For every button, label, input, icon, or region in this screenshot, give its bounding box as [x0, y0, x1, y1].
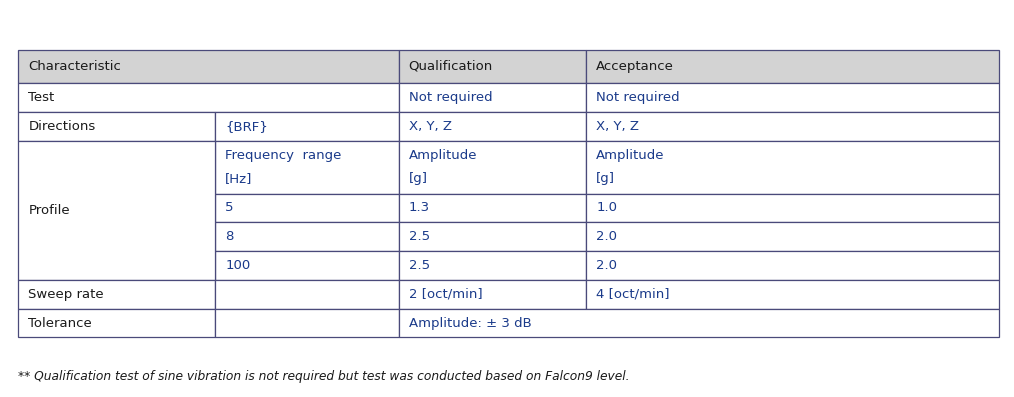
Text: 100: 100: [225, 259, 250, 272]
Text: 4 [oct/min]: 4 [oct/min]: [596, 288, 669, 301]
Bar: [399, 251, 586, 280]
Bar: [18, 280, 215, 309]
Text: 2.0: 2.0: [596, 230, 618, 243]
Text: Not required: Not required: [409, 91, 492, 104]
Text: ** Qualification test of sine vibration is not required but test was conducted b: ** Qualification test of sine vibration …: [18, 370, 630, 383]
Bar: [18, 83, 399, 112]
Bar: [215, 141, 399, 194]
Bar: [215, 280, 399, 309]
Bar: [586, 222, 999, 251]
Text: Characteristic: Characteristic: [28, 60, 122, 73]
Bar: [18, 112, 215, 141]
Bar: [18, 309, 215, 337]
Text: X, Y, Z: X, Y, Z: [409, 120, 451, 133]
Text: Qualification: Qualification: [409, 60, 493, 73]
Bar: [586, 280, 999, 309]
Bar: [586, 50, 999, 83]
Text: Amplitude: Amplitude: [596, 149, 665, 162]
Text: 2.0: 2.0: [596, 259, 618, 272]
Bar: [399, 83, 586, 112]
Bar: [586, 112, 999, 141]
Bar: [215, 222, 399, 251]
Bar: [215, 251, 399, 280]
Bar: [399, 280, 586, 309]
Bar: [586, 194, 999, 222]
Text: 8: 8: [225, 230, 233, 243]
Bar: [215, 309, 399, 337]
Text: Tolerance: Tolerance: [28, 316, 92, 330]
Text: 1.3: 1.3: [409, 201, 430, 214]
Text: [Hz]: [Hz]: [225, 172, 252, 185]
Text: Not required: Not required: [596, 91, 679, 104]
Bar: [399, 141, 586, 194]
Bar: [399, 112, 586, 141]
Bar: [399, 222, 586, 251]
Bar: [399, 309, 999, 337]
Text: Directions: Directions: [28, 120, 95, 133]
Text: Amplitude: Amplitude: [409, 149, 478, 162]
Bar: [215, 112, 399, 141]
Bar: [586, 251, 999, 280]
Text: [g]: [g]: [409, 172, 428, 185]
Bar: [399, 50, 586, 83]
Bar: [586, 141, 999, 194]
Text: 2.5: 2.5: [409, 259, 430, 272]
Text: Amplitude: ± 3 dB: Amplitude: ± 3 dB: [409, 316, 531, 330]
Text: Profile: Profile: [28, 204, 70, 217]
Text: 5: 5: [225, 201, 233, 214]
Text: [g]: [g]: [596, 172, 615, 185]
Text: {BRF}: {BRF}: [225, 120, 268, 133]
Text: Test: Test: [28, 91, 55, 104]
Bar: [586, 83, 999, 112]
Text: 2.5: 2.5: [409, 230, 430, 243]
Text: X, Y, Z: X, Y, Z: [596, 120, 639, 133]
Bar: [18, 141, 215, 280]
Text: 1.0: 1.0: [596, 201, 618, 214]
Bar: [399, 194, 586, 222]
Text: Acceptance: Acceptance: [596, 60, 674, 73]
Bar: [215, 194, 399, 222]
Text: Frequency  range: Frequency range: [225, 149, 342, 162]
Bar: [18, 50, 399, 83]
Text: 2 [oct/min]: 2 [oct/min]: [409, 288, 483, 301]
Text: Sweep rate: Sweep rate: [28, 288, 104, 301]
